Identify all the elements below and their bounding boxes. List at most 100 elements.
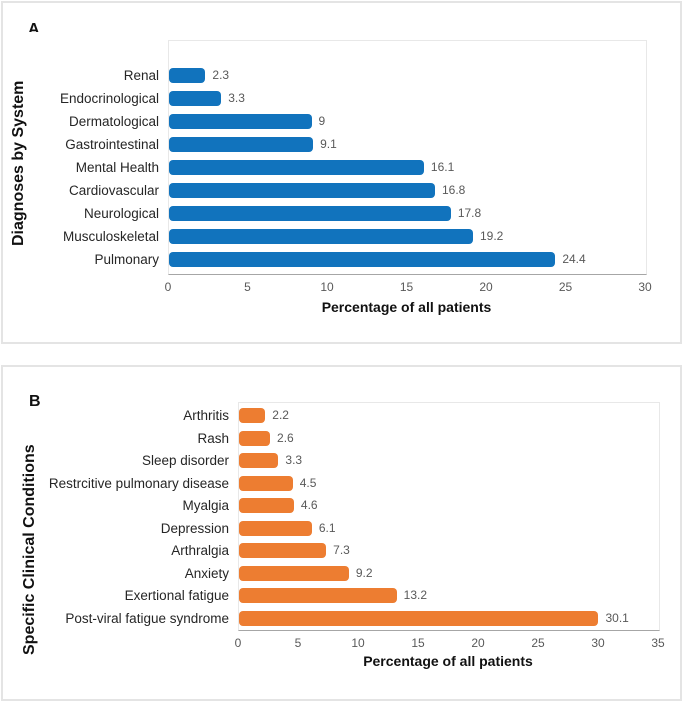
x-tick-label: 30 <box>591 636 605 650</box>
category-label: Depression <box>160 520 229 536</box>
x-axis-title: Percentage of all patients <box>321 299 492 315</box>
bar-row: Neurological 17.8 <box>3 206 680 221</box>
bar-row: Anxiety 9.2 <box>3 565 680 581</box>
bar-row: Arthralgia 7.3 <box>3 543 680 558</box>
category-label: Arthritis <box>183 408 229 423</box>
panel-b-label: B <box>29 393 41 410</box>
value-label: 9.1 <box>320 137 337 151</box>
bar <box>239 453 279 468</box>
bar <box>169 183 435 198</box>
bar <box>239 610 599 626</box>
value-label: 19.2 <box>480 229 504 243</box>
value-label: 7.3 <box>333 543 350 557</box>
bar <box>169 91 222 106</box>
value-label: 30.1 <box>605 610 629 625</box>
x-tick-label: 35 <box>651 636 665 650</box>
bar-row: Restrcitive pulmonary disease 4.5 <box>3 475 680 491</box>
bar <box>239 543 327 558</box>
bar <box>169 114 312 129</box>
panel-a: A Diagnoses by System Renal 2.3 Endocrinol… <box>1 1 682 344</box>
x-tick-label: 20 <box>471 636 485 650</box>
x-tick-label: 15 <box>399 280 414 294</box>
x-tick-label: 0 <box>234 636 242 650</box>
value-label: 2.2 <box>272 408 289 422</box>
bar <box>239 430 271 446</box>
category-label: Mental Health <box>75 160 159 175</box>
value-label: 16.1 <box>430 160 455 174</box>
bar-row: Gastrointestinal 9.1 <box>3 137 680 152</box>
x-axis-title: Percentage of all patients <box>363 653 533 669</box>
x-tick-label: 5 <box>294 636 302 650</box>
category-label: Neurological <box>83 206 159 221</box>
category-label: Renal <box>123 68 159 83</box>
value-label: 16.8 <box>442 183 466 197</box>
bar <box>169 229 473 244</box>
x-tick-label: 0 <box>164 280 172 294</box>
value-label: 6.1 <box>318 520 336 535</box>
bar-row: Endocrinological 3.3 <box>3 91 680 106</box>
bar-row: Sleep disorder 3.3 <box>3 453 680 468</box>
bar <box>239 565 349 581</box>
bar-rows: Renal 2.3 Endocrinological 3.3 Dermatologica… <box>3 68 680 275</box>
value-label: 13.2 <box>403 588 427 602</box>
x-axis-ticks: 0 5 10 15 20 25 30 <box>164 280 652 294</box>
x-tick-label: 30 <box>638 280 652 294</box>
bar <box>169 137 314 152</box>
bar <box>169 68 206 83</box>
category-label: Restrcitive pulmonary disease <box>48 475 229 491</box>
bar-row: Exertional fatigue 13.2 <box>3 588 680 603</box>
category-label: Sleep disorder <box>141 453 229 468</box>
x-tick-label: 15 <box>411 636 425 650</box>
x-tick-label: 20 <box>479 280 493 294</box>
bar-row: Pulmonary 24.4 <box>3 252 680 267</box>
value-label: 24.4 <box>562 252 586 266</box>
x-axis-ticks: 0 5 10 15 20 25 30 35 <box>234 636 665 650</box>
category-label: Arthralgia <box>171 543 229 558</box>
x-tick-label: 25 <box>531 636 545 650</box>
bar <box>239 408 266 423</box>
value-label: 9.2 <box>355 565 373 580</box>
panel-b: B Specific Clinical Conditions Arthritis… <box>1 365 682 701</box>
x-tick-label: 25 <box>558 280 573 294</box>
bar <box>169 252 556 267</box>
x-tick-label: 5 <box>244 280 251 294</box>
value-label: 9 <box>318 114 326 128</box>
bar <box>239 520 312 536</box>
category-label: Exertional fatigue <box>124 588 229 603</box>
bar-row: Rash 2.6 <box>3 430 680 446</box>
bar <box>239 498 294 513</box>
category-label: Dermatological <box>68 114 159 129</box>
category-label: Myalgia <box>182 498 229 513</box>
x-tick-label: 10 <box>351 636 365 650</box>
bar <box>169 206 451 221</box>
category-label: Pulmonary <box>94 252 159 267</box>
category-label: Gastrointestinal <box>65 137 159 152</box>
bar-row: Renal 2.3 <box>3 68 680 83</box>
bar-row: Post-viral fatigue syndrome 30.1 <box>3 610 680 626</box>
bar-row: Myalgia 4.6 <box>3 498 680 513</box>
category-label: Post-viral fatigue syndrome <box>65 610 229 626</box>
value-label: 2.6 <box>277 430 294 445</box>
bar-row: Dermatological 9 <box>3 114 680 129</box>
bar <box>169 160 424 175</box>
value-label: 3.3 <box>285 453 303 467</box>
value-label: 2.3 <box>212 68 230 82</box>
panel-a-label: A <box>28 22 40 32</box>
x-tick-label: 10 <box>320 280 334 294</box>
bar-row: Musculoskeletal 19.2 <box>3 229 680 244</box>
value-label: 17.8 <box>457 206 482 220</box>
bar-row: Mental Health 16.1 <box>3 160 680 175</box>
bar-row: Arthritis 2.2 <box>3 408 680 423</box>
value-label: 4.5 <box>299 475 317 490</box>
value-label: 4.6 <box>300 498 318 512</box>
category-label: Rash <box>197 430 229 446</box>
bar <box>239 475 293 491</box>
value-label: 3.3 <box>228 91 245 105</box>
category-label: Anxiety <box>184 565 229 581</box>
category-label: Musculoskeletal <box>62 229 159 244</box>
bar-row: Cardiovascular 16.8 <box>3 183 680 198</box>
bar-row: Depression 6.1 <box>3 520 680 536</box>
bar <box>239 588 397 603</box>
category-label: Endocrinological <box>59 91 159 106</box>
